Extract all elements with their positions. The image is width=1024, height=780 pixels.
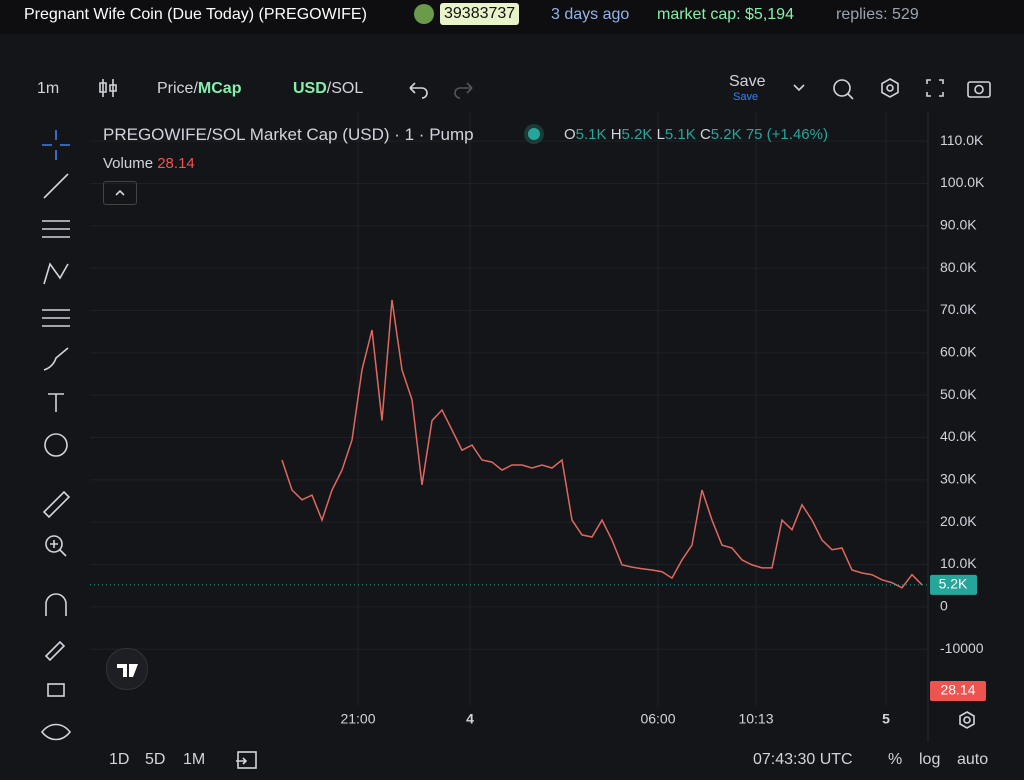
volume-legend: Volume 28.14: [103, 155, 195, 172]
o: 5.1K: [575, 126, 607, 143]
token-title: Pregnant Wife Coin (Due Today) (PREGOWIF…: [24, 6, 367, 23]
save[interactable]: Save: [729, 73, 766, 90]
log[interactable]: log: [919, 751, 941, 768]
tv-logo[interactable]: [106, 648, 148, 690]
sol: /SOL: [326, 80, 364, 97]
y-tick-label: 0: [940, 598, 948, 614]
range-5d[interactable]: 5D: [145, 751, 166, 768]
logo: [117, 664, 138, 677]
l-label: L: [656, 126, 665, 143]
chevron: [115, 189, 125, 196]
last-price-badge: [930, 574, 977, 595]
drawing-tools[interactable]: [36, 124, 76, 754]
y-tick-label: 60.0K: [940, 344, 977, 360]
market-cap-line: [281, 299, 923, 589]
last-volume-badge: [930, 681, 986, 701]
mcap: MCap: [197, 80, 242, 97]
age: 3 days ago: [551, 6, 630, 23]
y-tick-label: 20.0K: [940, 513, 977, 529]
price: Price/: [157, 80, 198, 97]
candle-icon[interactable]: [96, 76, 120, 100]
x-tick-label: 5: [882, 711, 890, 727]
change: 75 (+1.46%): [745, 126, 828, 143]
c-label: C: [699, 126, 711, 143]
replies: replies: 529: [836, 6, 919, 23]
y-tick-label: 40.0K: [940, 428, 977, 444]
y-tick-label: 30.0K: [940, 471, 977, 487]
l: 5.1K: [664, 126, 696, 143]
y-tick-label: 50.0K: [940, 386, 977, 402]
percent[interactable]: %: [888, 751, 903, 768]
chart: 21:00 4 06:00 10:13 5 110.0K 100.0K 90.0K 80.0K 7…: [90, 112, 986, 742]
x-tick-label: 10:13: [738, 711, 773, 727]
top-icons[interactable]: [790, 76, 1000, 100]
last-price-label: 5.2K: [939, 576, 968, 592]
range-1d[interactable]: 1D: [109, 751, 130, 768]
y-tick-label: 10.0K: [940, 555, 977, 571]
x-tick-label: 06:00: [640, 711, 675, 727]
status-dot: [528, 128, 540, 140]
usd: USD: [293, 80, 327, 97]
h-label: H: [610, 126, 622, 143]
series-title: PREGOWIFE/SOL Market Cap (USD) · 1 · Pum…: [103, 125, 474, 144]
price-toggle[interactable]: Price/MCap: [157, 80, 241, 98]
y-tick-label: 100.0K: [940, 174, 985, 190]
x-tick-label: 4: [466, 711, 474, 727]
undo-redo[interactable]: [406, 78, 476, 100]
last-volume-label: 28.14: [940, 682, 975, 698]
range-1m[interactable]: 1M: [183, 751, 206, 768]
clock: 07:43:30 UTC: [753, 751, 853, 768]
y-tick-label: 110.0K: [940, 132, 984, 148]
auto[interactable]: auto: [957, 751, 989, 768]
goto-date[interactable]: [234, 747, 260, 773]
ohlc: O5.1K H5.2K L5.1K C5.2K 75 (+1.46%): [564, 126, 828, 143]
y-tick-label: 80.0K: [940, 259, 977, 275]
y-tick-label: 70.0K: [940, 301, 977, 317]
volume-value: 28.14: [157, 155, 195, 172]
volume-label: Volume: [103, 155, 154, 172]
bottom-bar: [0, 742, 1024, 780]
y-tick-label: 90.0K: [940, 217, 977, 233]
save-sub: Save: [733, 91, 759, 103]
currency-toggle[interactable]: USD/SOL: [293, 80, 363, 98]
badge[interactable]: 39383737: [440, 3, 520, 25]
settings-icon[interactable]: [956, 709, 978, 731]
collapse-button[interactable]: [103, 181, 137, 205]
interval[interactable]: 1m: [37, 80, 60, 97]
c: 5.2K: [710, 126, 742, 143]
y-tick-label: -10000: [940, 640, 984, 656]
x-tick-label: 21:00: [340, 711, 375, 727]
h: 5.2K: [621, 126, 653, 143]
market-cap: market cap: $5,194: [657, 6, 794, 23]
token-icon: [414, 4, 434, 24]
o-label: O: [564, 126, 576, 143]
